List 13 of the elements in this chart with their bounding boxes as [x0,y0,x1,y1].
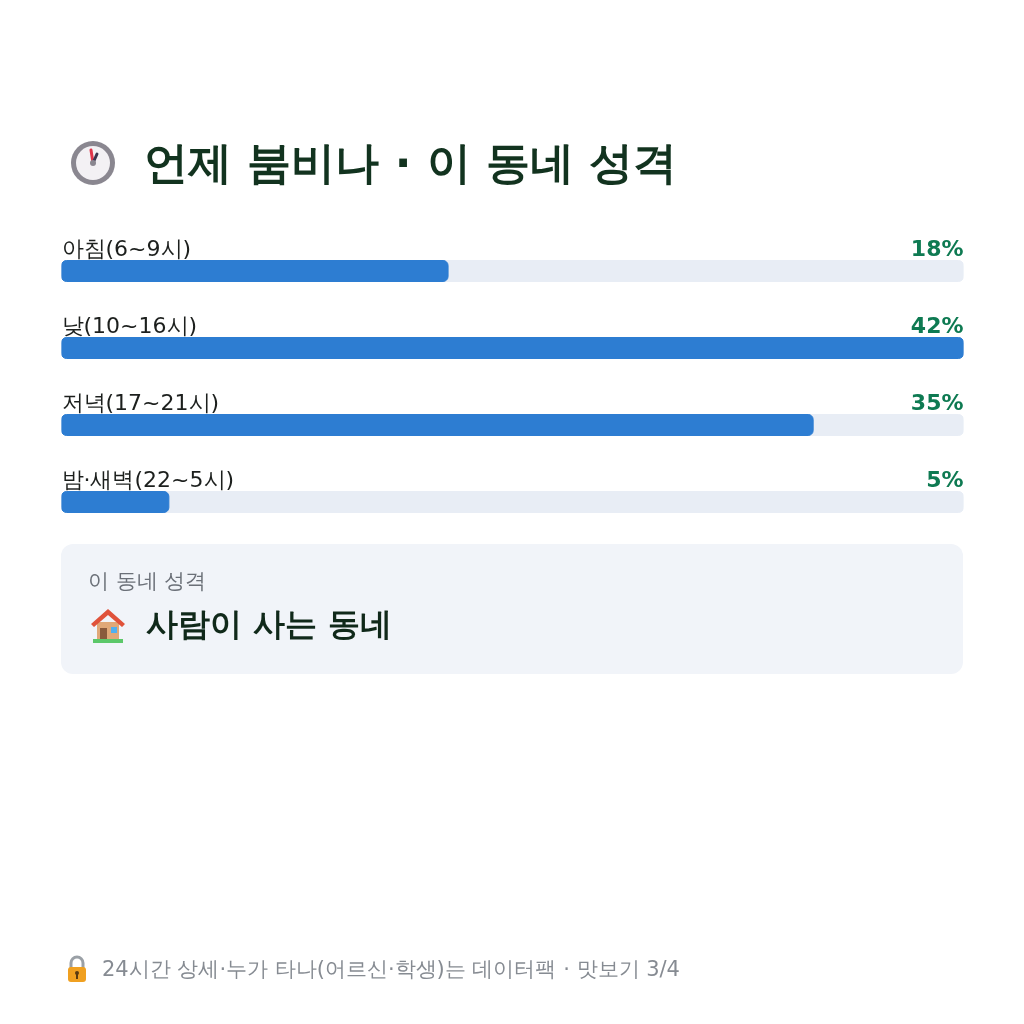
data-label: 35% [910,390,964,415]
y-tick-label: 저녁(17~21시) [61,390,220,415]
data-label: 42% [910,313,964,338]
text: 24시간 상세·누가 타나(어르신·학생)는 데이터팩 · 맛보기 3/4 [102,956,680,981]
y-tick-label: 아침(6~9시) [61,236,192,261]
y-tick-label: 낮(10~16시) [61,313,198,338]
chart-title: 언제 붐비나 · 이 동네 성격 [144,137,678,188]
text: 사람이 사는 동네 [146,605,393,643]
bar [61,491,170,513]
data-label: 5% [926,467,964,492]
data-label: 18% [910,236,964,261]
y-tick-label: 밤·새벽(22~5시) [61,467,235,492]
text: 이 동네 성격 [88,569,208,593]
